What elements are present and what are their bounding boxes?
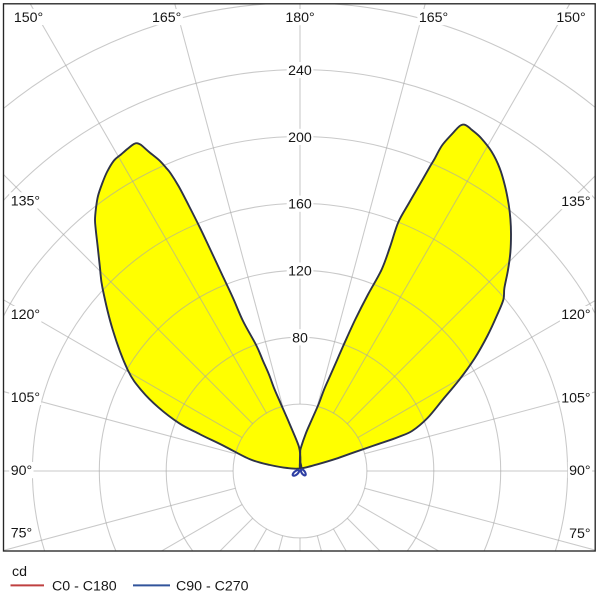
svg-text:135°: 135° xyxy=(561,194,590,210)
svg-text:90°: 90° xyxy=(569,463,590,479)
svg-text:150°: 150° xyxy=(14,10,43,26)
svg-text:80: 80 xyxy=(292,330,308,346)
svg-text:90°: 90° xyxy=(11,463,32,479)
svg-text:105°: 105° xyxy=(11,390,40,406)
svg-text:200: 200 xyxy=(288,130,312,146)
svg-text:150°: 150° xyxy=(556,10,585,26)
svg-text:165°: 165° xyxy=(152,10,181,26)
svg-text:C90 - C270: C90 - C270 xyxy=(176,578,249,594)
svg-text:cd: cd xyxy=(12,564,27,580)
svg-text:75°: 75° xyxy=(569,526,590,542)
svg-text:180°: 180° xyxy=(285,10,314,26)
svg-text:75°: 75° xyxy=(11,526,32,542)
svg-text:240: 240 xyxy=(288,63,312,79)
svg-text:135°: 135° xyxy=(11,193,40,209)
svg-text:120°: 120° xyxy=(11,307,40,323)
svg-text:120°: 120° xyxy=(561,307,590,323)
svg-text:165°: 165° xyxy=(419,10,448,26)
svg-text:C0 - C180: C0 - C180 xyxy=(52,578,117,594)
svg-text:120: 120 xyxy=(288,264,312,280)
svg-text:105°: 105° xyxy=(561,391,590,407)
svg-text:160: 160 xyxy=(288,197,312,213)
